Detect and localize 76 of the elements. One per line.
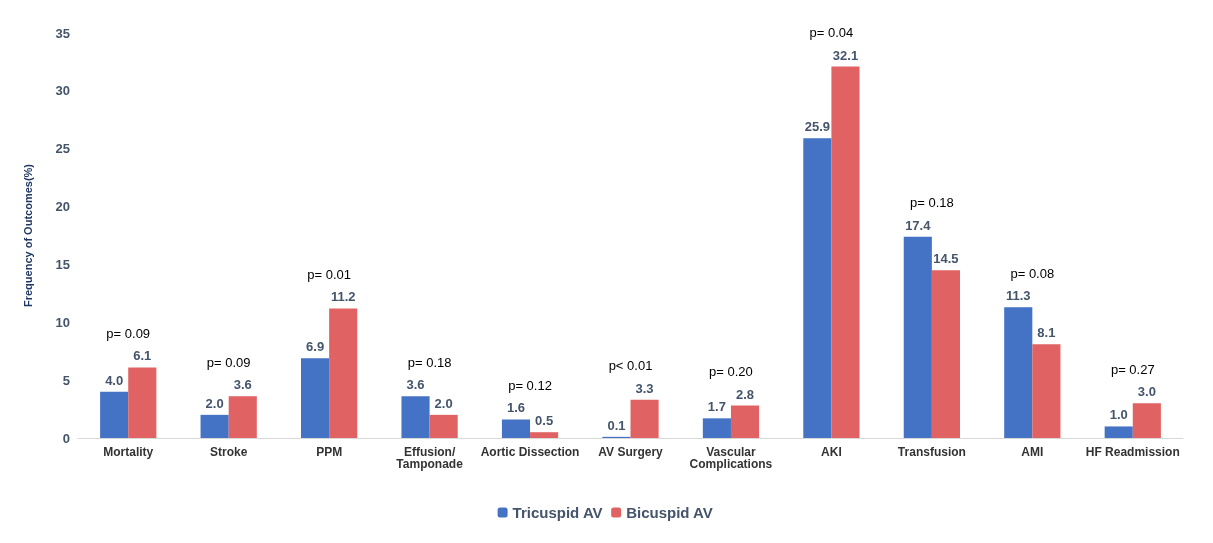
x-tick-label: Mortality [103, 445, 154, 459]
data-label: 6.1 [133, 348, 152, 364]
bar [730, 405, 760, 438]
x-tick-label: Transfusion [897, 445, 966, 459]
bar [702, 418, 731, 438]
bar [1032, 344, 1061, 438]
y-tick-label: 25 [55, 141, 70, 157]
data-label: 2.8 [735, 386, 755, 402]
bar [803, 138, 832, 438]
x-tick-label: Effusion/ Tamponade [396, 445, 464, 471]
annotation: p< 0.01 [608, 358, 653, 374]
bar [1104, 426, 1133, 438]
data-label: 11.2 [330, 289, 356, 305]
bar [329, 308, 358, 438]
data-label: 1.0 [1109, 407, 1128, 423]
bar [301, 358, 330, 438]
data-label: 3.0 [1137, 384, 1156, 400]
data-label: 11.3 [1005, 288, 1031, 304]
data-label: 2.0 [434, 395, 453, 411]
bar [401, 396, 430, 438]
y-tick-label: 5 [62, 372, 70, 388]
data-label: 2.0 [205, 395, 224, 411]
bar [200, 414, 229, 438]
legend-label: Tricuspid AV [512, 504, 603, 521]
annotation: p= 0.08 [1010, 265, 1055, 281]
y-tick-label: 10 [55, 314, 70, 330]
x-tick-label: PPM [316, 445, 343, 459]
x-tick-label: Stroke [210, 445, 248, 459]
annotation: p= 0.09 [106, 325, 151, 341]
data-label: 6.9 [306, 339, 325, 355]
data-label: 1.6 [506, 400, 526, 416]
bar [831, 66, 860, 438]
bar [501, 419, 531, 438]
x-tick-label: Aortic Dissection [480, 445, 580, 459]
y-axis-title: Frequency of Outcomes(%) [21, 163, 34, 308]
data-label: 3.6 [233, 377, 252, 393]
data-label: 0.5 [535, 413, 554, 429]
data-label: 4.0 [105, 372, 124, 388]
y-tick-label: 35 [55, 25, 70, 41]
annotation: p= 0.09 [206, 354, 251, 370]
x-tick-label: HF Readmission [1085, 445, 1180, 459]
bar [630, 399, 659, 438]
x-tick-label: AV Surgery [598, 445, 664, 459]
x-tick-label: AMI [1021, 445, 1044, 459]
legend-label: Bicuspid AV [626, 504, 713, 521]
data-label: 17.4 [905, 217, 932, 233]
data-label: 14.5 [933, 251, 959, 267]
bar [903, 236, 932, 438]
y-tick-label: 20 [55, 199, 70, 215]
annotation: p= 0.01 [307, 266, 352, 282]
x-tick-label: Vascular Complications [689, 445, 773, 471]
bar [1132, 403, 1161, 438]
data-label: 0.1 [607, 417, 626, 433]
data-label: 3.3 [635, 380, 654, 396]
y-tick-label: 0 [62, 430, 70, 446]
bar [1004, 307, 1033, 438]
bar [530, 432, 559, 438]
annotation: p= 0.20 [709, 364, 753, 380]
data-label: 1.7 [707, 399, 726, 415]
bar [100, 391, 129, 438]
bar [228, 396, 257, 438]
annotation: p= 0.12 [508, 377, 552, 393]
data-label: 8.1 [1037, 325, 1056, 341]
annotation: p= 0.04 [809, 25, 854, 41]
bar [429, 414, 458, 438]
annotation: p= 0.18 [909, 195, 954, 211]
annotation: p= 0.18 [407, 354, 452, 370]
y-tick-label: 15 [55, 256, 70, 272]
bar [931, 270, 960, 438]
data-label: 32.1 [832, 47, 859, 63]
y-tick-label: 30 [55, 83, 70, 99]
data-label: 3.6 [406, 377, 425, 393]
bar [128, 367, 157, 438]
data-label: 25.9 [804, 119, 830, 135]
x-tick-label: AKI [821, 445, 842, 459]
annotation: p= 0.27 [1110, 361, 1155, 377]
